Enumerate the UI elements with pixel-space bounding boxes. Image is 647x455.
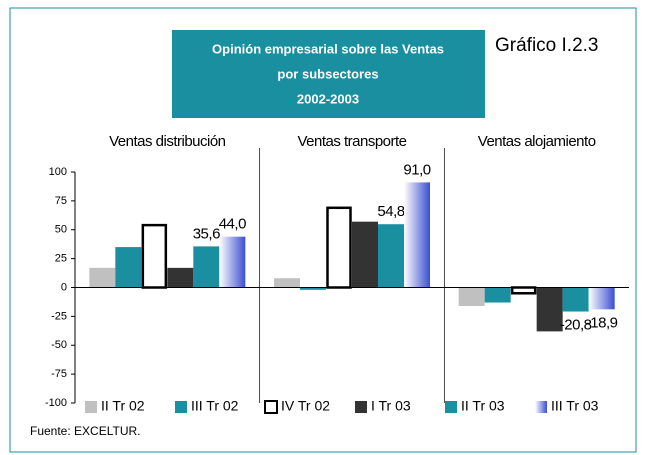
legend-swatch [85,401,97,413]
y-tick-label: 0 [61,281,67,293]
y-tick-label: 100 [49,166,67,178]
frame [9,7,637,453]
bar [484,287,511,303]
bar [193,246,220,288]
y-tick-label: 50 [55,224,67,236]
value-label: 91,0 [403,161,430,178]
value-label: -18,9 [586,314,618,331]
legend-swatch [355,401,367,413]
value-label: 35,6 [193,225,220,242]
bar [378,224,404,288]
legend-label: I Tr 03 [371,398,411,414]
figure-label: Gráfico I.2.3 [495,35,599,56]
y-tick-label: -100 [45,397,67,409]
panel-title: Ventas alojamiento [478,133,596,150]
y-tick-label: 25 [55,253,67,265]
legend-label: III Tr 03 [551,398,599,414]
y-tick-label: -75 [51,368,67,380]
bar [510,286,537,295]
chart-title: por subsectores [277,66,378,81]
y-tick-label: -25 [51,310,67,322]
value-label: 44,0 [219,216,246,233]
panel-title: Ventas transporte [297,133,406,150]
legend-swatch [175,401,187,413]
bar [326,206,352,289]
chart-title: Opinión empresarial sobre las Ventas [212,41,444,56]
legend-swatch [445,401,457,413]
bar [219,236,246,288]
bar [352,221,378,288]
value-label: 54,8 [377,203,404,220]
bar [300,287,326,290]
legend-label: III Tr 02 [191,398,239,414]
bar [536,287,563,332]
bar [115,247,142,288]
source: Fuente: EXCELTUR. [30,424,140,438]
bar [167,267,194,288]
panel-title: Ventas distribución [109,133,226,150]
legend-swatch [535,401,547,413]
chart-title: 2002-2003 [297,91,359,106]
bar [89,267,116,288]
legend-label: II Tr 02 [101,398,145,414]
bar [404,182,430,288]
bar [562,287,589,312]
bar [458,287,485,306]
y-tick-label: -50 [51,339,67,351]
legend-swatch [264,400,278,414]
bar [141,223,168,289]
title-box [172,30,485,118]
bar [588,287,615,310]
value-label: -20,8 [560,316,592,333]
y-tick-label: 75 [55,195,67,207]
legend-label: IV Tr 02 [281,398,330,414]
bar [274,278,300,288]
legend-label: II Tr 03 [461,398,505,414]
